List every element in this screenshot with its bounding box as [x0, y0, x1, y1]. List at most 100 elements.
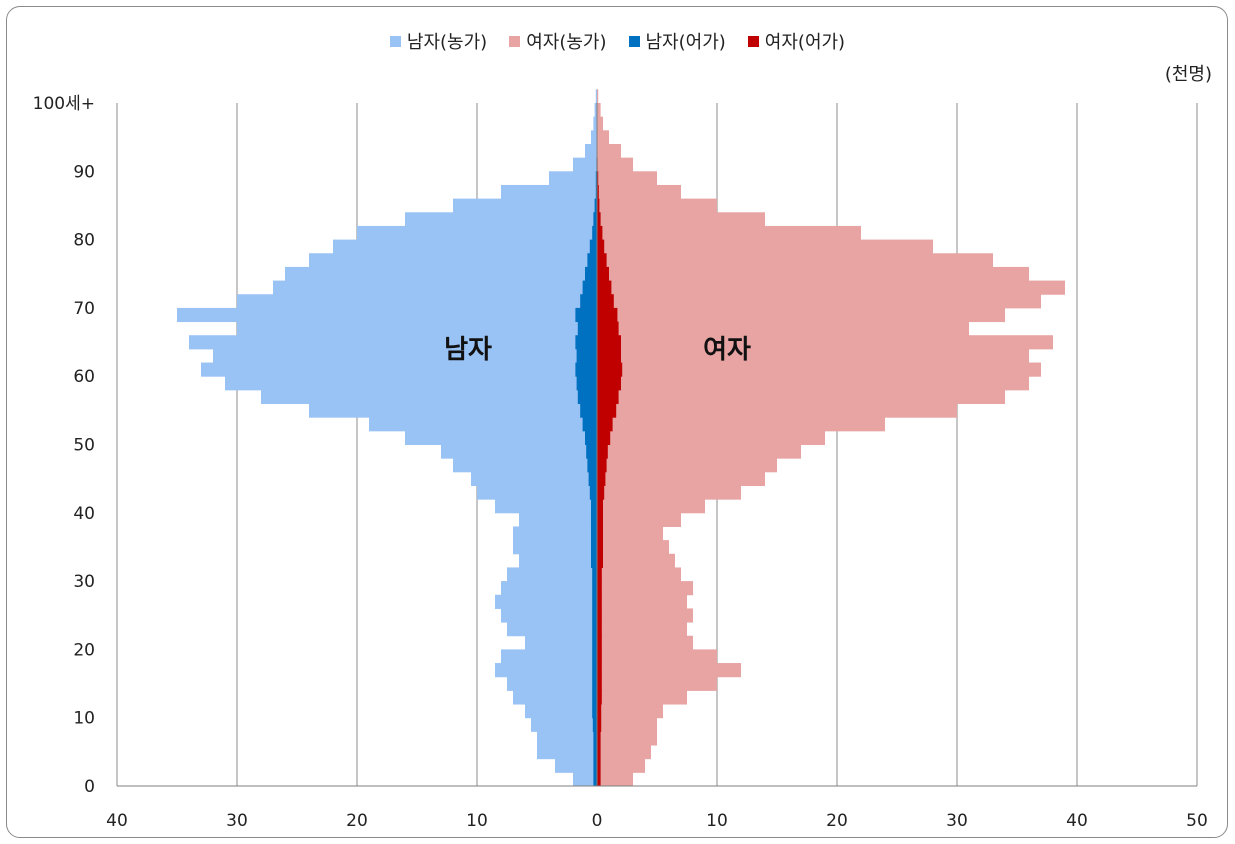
male-center-label: 남자 — [444, 335, 492, 365]
bar — [597, 594, 602, 609]
bar — [573, 157, 597, 172]
bar — [587, 458, 597, 473]
bar — [597, 745, 601, 760]
unit-label: (천명) — [1165, 64, 1212, 85]
y-tick-label: 40 — [73, 504, 95, 524]
bar — [593, 731, 597, 746]
bar — [580, 294, 597, 309]
bar — [597, 772, 633, 787]
bar — [597, 321, 969, 336]
bar — [477, 485, 597, 500]
bar — [549, 171, 597, 186]
bar — [597, 266, 1029, 282]
bar — [237, 321, 597, 336]
bar — [582, 280, 597, 295]
bar — [597, 758, 601, 773]
bar — [597, 717, 602, 732]
bar — [597, 526, 603, 541]
legend-label-female-farm: 여자(농가) — [526, 32, 607, 53]
bar — [597, 225, 861, 241]
bar — [597, 485, 605, 500]
bar — [597, 335, 1053, 350]
bar — [501, 184, 597, 200]
legend-swatch-male-farm — [389, 35, 401, 47]
bar — [592, 649, 597, 664]
y-tick-label: 70 — [73, 299, 95, 319]
x-tick-label: 40 — [106, 811, 128, 831]
bar — [597, 294, 614, 309]
bar — [593, 758, 597, 773]
bar — [597, 471, 606, 486]
bar — [585, 143, 597, 159]
bar — [591, 130, 597, 145]
bar — [597, 171, 599, 186]
bar — [597, 212, 765, 227]
bar — [575, 362, 597, 377]
bar — [525, 704, 597, 719]
bar — [513, 540, 597, 555]
bar — [597, 403, 617, 418]
bar — [333, 239, 597, 254]
bar — [597, 567, 681, 582]
bar — [201, 362, 597, 377]
bar — [575, 335, 597, 350]
bar — [594, 103, 597, 118]
bar — [597, 635, 602, 650]
bar — [597, 225, 603, 241]
legend-swatch-male-fishery — [628, 35, 640, 47]
bar — [597, 348, 621, 364]
bar — [597, 581, 693, 596]
bar — [593, 212, 597, 227]
bar — [405, 430, 597, 445]
y-tick-label: 20 — [73, 640, 95, 660]
bar — [577, 389, 597, 405]
bar — [597, 307, 1005, 323]
bar — [225, 376, 597, 391]
bar — [597, 239, 605, 254]
bar — [405, 212, 597, 227]
bar — [592, 225, 597, 241]
bar — [309, 403, 597, 418]
bar — [597, 690, 602, 705]
bar — [597, 731, 657, 746]
y-tick-label: 80 — [73, 231, 95, 251]
bar — [495, 594, 597, 609]
bar — [597, 157, 633, 172]
bar — [597, 499, 603, 514]
bar — [589, 485, 597, 500]
legend-item-male-fishery: 남자(어가) — [628, 28, 726, 54]
bar — [580, 403, 597, 418]
bar — [597, 676, 602, 691]
bar — [597, 458, 777, 473]
bar — [273, 280, 597, 295]
bar — [597, 581, 602, 596]
bar — [507, 622, 597, 637]
bar — [591, 499, 597, 514]
bar — [595, 171, 597, 186]
bar — [597, 458, 607, 473]
x-tick-label: 30 — [226, 811, 248, 831]
y-tick-label: 60 — [73, 367, 95, 387]
bar — [597, 704, 602, 719]
bar — [588, 471, 597, 486]
bar — [591, 526, 597, 541]
x-tick-label: 10 — [706, 811, 728, 831]
bar — [592, 567, 597, 582]
bar — [597, 130, 609, 145]
bar — [597, 649, 717, 664]
bar — [597, 499, 705, 514]
bar — [592, 676, 597, 691]
bar — [237, 294, 597, 309]
bar — [597, 608, 602, 623]
bar — [597, 143, 621, 159]
bar — [597, 89, 599, 104]
bar — [471, 471, 597, 486]
bar — [597, 485, 741, 500]
bar — [597, 348, 1029, 364]
bar — [585, 266, 597, 282]
bar — [555, 758, 597, 773]
bar — [597, 389, 619, 405]
bar — [597, 635, 693, 650]
bar — [597, 745, 651, 760]
bar — [595, 89, 597, 104]
